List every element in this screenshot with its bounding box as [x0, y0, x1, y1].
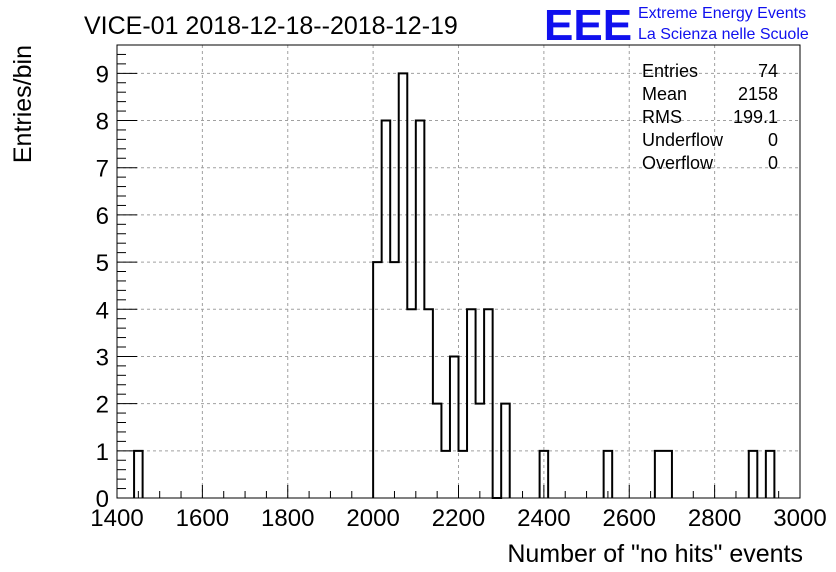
histogram-bin — [655, 451, 664, 498]
x-tick-label: 1600 — [176, 505, 229, 532]
x-tick-labels: 1400 1600 1800 2000 2200 2400 2600 2800 3000 — [90, 505, 826, 532]
x-tick-label: 1800 — [261, 505, 314, 532]
logo-line-2: La Scienza nelle Scuole — [638, 26, 809, 43]
histogram-bin — [459, 451, 468, 498]
stats-label: Underflow — [642, 130, 724, 150]
y-tick-label: 6 — [96, 203, 109, 230]
eee-logo: EEE Extreme Energy Events La Scienza nel… — [544, 1, 809, 50]
stats-label: RMS — [642, 107, 682, 127]
x-tick-label: 3000 — [773, 505, 826, 532]
x-tick-label: 2400 — [517, 505, 570, 532]
y-tick-label: 5 — [96, 250, 109, 277]
logo-letters: EEE — [544, 1, 632, 50]
y-axis-title: Entries/bin — [9, 45, 37, 163]
stats-box: Entries 74 Mean 2158 RMS 199.1 Underflow 0 Overf… — [642, 61, 778, 173]
logo-line-1: Extreme Energy Events — [638, 5, 806, 22]
stats-value: 0 — [768, 153, 778, 173]
y-tick-labels: 0 1 2 3 4 5 6 7 8 9 — [96, 61, 109, 513]
x-tick-label: 2000 — [346, 505, 399, 532]
histogram-bin — [134, 451, 143, 498]
y-tick-label: 8 — [96, 109, 109, 136]
y-tick-label: 2 — [96, 392, 109, 419]
stats-value: 0 — [768, 130, 778, 150]
y-tick-label: 1 — [96, 439, 109, 466]
y-tick-label: 4 — [96, 297, 109, 324]
x-tick-label: 2600 — [603, 505, 656, 532]
x-tick-label: 1400 — [90, 505, 143, 532]
x-tick-label: 2800 — [688, 505, 741, 532]
x-tick-label: 2200 — [432, 505, 485, 532]
histogram-bin — [663, 451, 672, 498]
stats-label: Entries — [642, 61, 698, 81]
stats-value: 74 — [758, 61, 778, 81]
histogram-bin — [749, 451, 758, 498]
y-tick-label: 0 — [96, 486, 109, 513]
histogram-bin — [766, 451, 775, 498]
chart-title: VICE-01 2018-12-18--2018-12-19 — [84, 12, 458, 40]
y-tick-label: 9 — [96, 61, 109, 88]
stats-value: 2158 — [738, 84, 778, 104]
histogram-bin — [450, 356, 459, 498]
y-tick-label: 7 — [96, 156, 109, 183]
y-tick-label: 3 — [96, 344, 109, 371]
histogram-bin — [604, 451, 613, 498]
histogram-bin — [441, 451, 450, 498]
stats-label: Mean — [642, 84, 687, 104]
axis-ticks — [116, 44, 801, 499]
histogram-bin — [399, 73, 408, 498]
histogram-line — [133, 72, 776, 499]
histogram-outline — [133, 72, 776, 499]
histogram-bin — [373, 262, 382, 498]
histogram-bin — [390, 262, 399, 498]
stats-label: Overflow — [642, 153, 714, 173]
stats-value: 199.1 — [733, 107, 778, 127]
x-axis-title: Number of "no hits" events — [507, 540, 803, 568]
